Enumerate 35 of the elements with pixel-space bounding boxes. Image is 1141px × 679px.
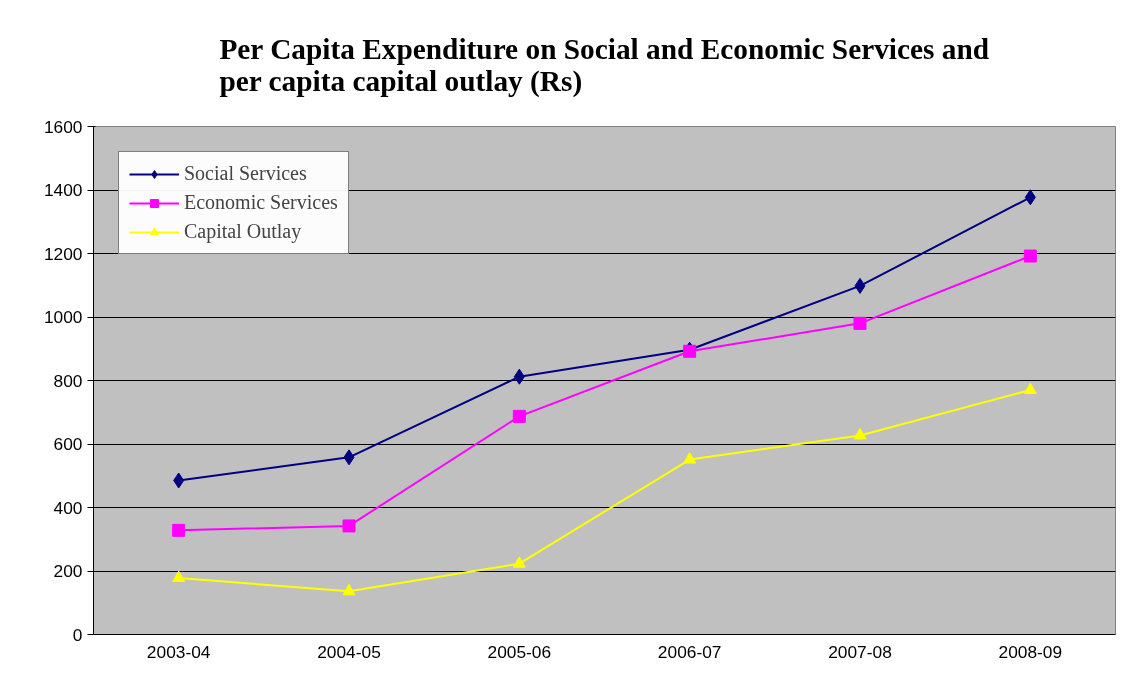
x-tick-label: 2004-05	[317, 641, 381, 662]
point	[512, 556, 526, 568]
legend-label: Economic Services	[184, 191, 338, 214]
y-tick-label: 800	[53, 370, 83, 391]
legend-label: Capital Outlay	[184, 220, 302, 243]
point	[854, 277, 866, 294]
y-tick-label: 400	[53, 497, 83, 518]
point	[342, 519, 356, 533]
x-tick-label: 2003-04	[146, 641, 211, 662]
point	[683, 452, 697, 464]
point	[172, 523, 186, 537]
chart-title: Per Capita Expenditure on Social and Economic Services and per capita capital outlay (Rs)	[219, 32, 990, 98]
point	[172, 570, 186, 582]
point	[1023, 249, 1037, 263]
point	[1023, 382, 1037, 394]
y-tick-label: 1400	[43, 180, 83, 200]
point	[513, 368, 525, 385]
point	[173, 472, 185, 489]
x-tick-label: 2007-08	[828, 641, 892, 662]
x-tick-label: 2008-09	[998, 641, 1063, 662]
x-tick-label: 2006-07	[657, 641, 722, 662]
y-tick-label: 0	[72, 624, 83, 645]
y-tick-label: 1200	[43, 243, 83, 264]
x-tick-label: 2005-06	[487, 641, 552, 662]
point	[342, 583, 356, 596]
y-tick-label: 1600	[43, 116, 83, 137]
y-tick-label: 200	[53, 561, 83, 581]
point	[343, 449, 355, 466]
point	[853, 316, 867, 330]
legend-label: Social Services	[184, 162, 307, 185]
point	[512, 409, 526, 423]
y-tick-label: 1000	[43, 307, 83, 327]
y-tick-label: 600	[53, 434, 83, 454]
point	[1024, 189, 1036, 206]
point	[853, 428, 867, 440]
